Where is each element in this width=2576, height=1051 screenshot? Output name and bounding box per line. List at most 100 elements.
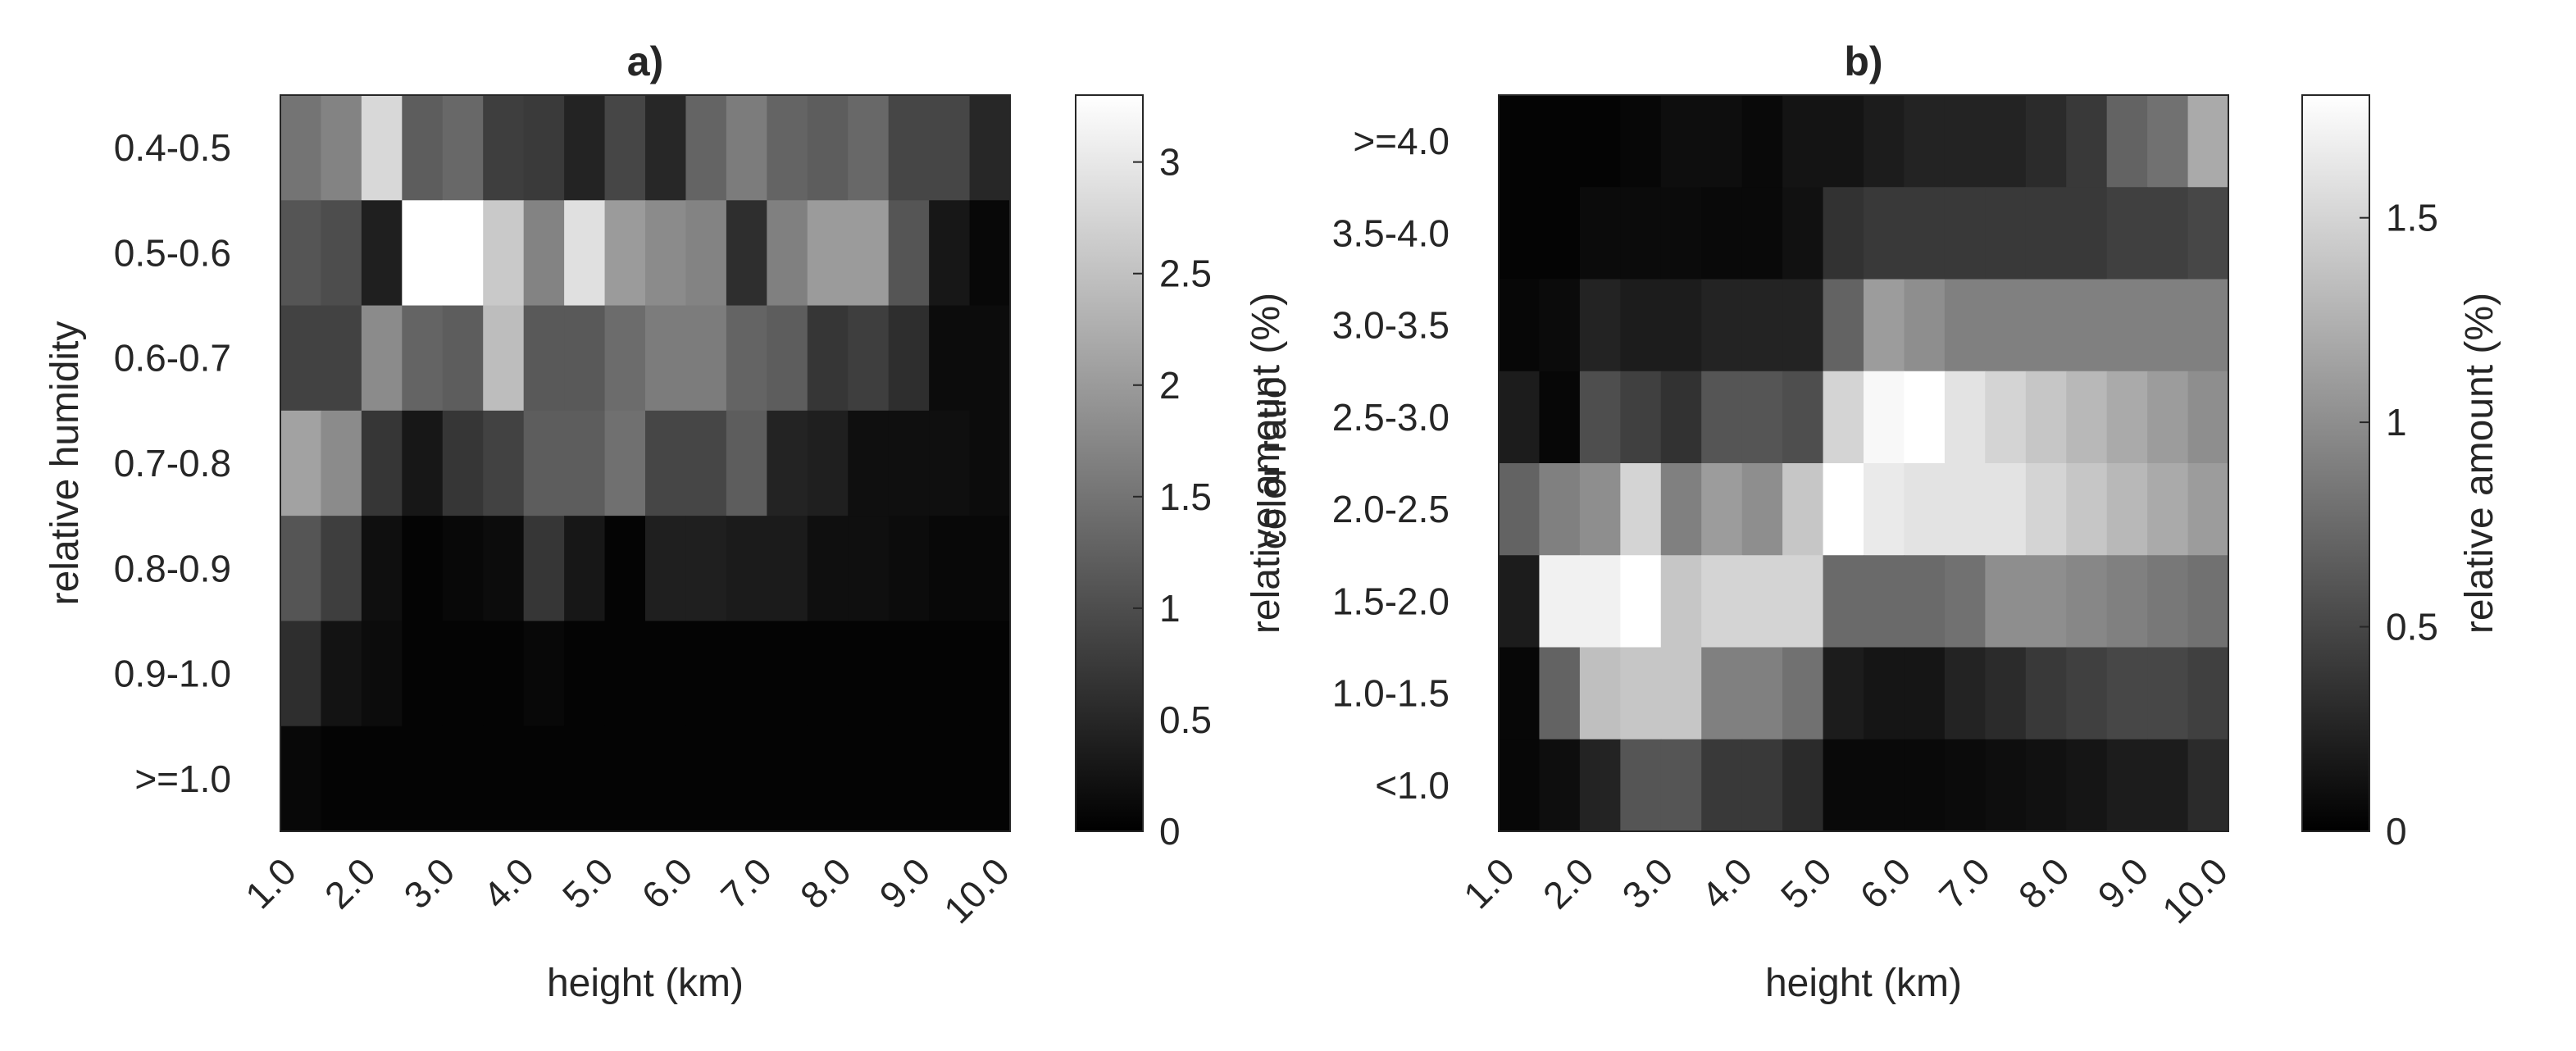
heatmap-cell <box>442 95 484 201</box>
heatmap-cell <box>2066 739 2108 832</box>
heatmap-cell <box>1782 555 1824 648</box>
heatmap-cell <box>969 516 1011 622</box>
heatmap-cell <box>564 305 606 412</box>
heatmap-cell <box>969 95 1011 201</box>
heatmap-cell <box>2187 647 2229 740</box>
heatmap-cell <box>1620 739 1662 832</box>
y-tick-label: 2.5-3.0 <box>1332 396 1450 439</box>
heatmap-cell <box>1985 95 2027 188</box>
heatmap-cell <box>1904 555 1946 648</box>
heatmap-cell <box>1741 555 1783 648</box>
heatmap-cell <box>2106 95 2148 188</box>
heatmap-cell <box>726 95 767 201</box>
x-tick-label: 7.0 <box>1931 849 1998 917</box>
heatmap-cell <box>1985 463 2027 556</box>
heatmap-cell <box>564 200 606 307</box>
heatmap-cell <box>969 410 1011 516</box>
heatmap-cell <box>1904 279 1946 372</box>
heatmap-cell <box>685 305 727 412</box>
heatmap-cell <box>523 410 565 516</box>
plot-frame <box>280 94 1011 832</box>
heatmap-cell <box>483 305 525 412</box>
heatmap-cell <box>523 95 565 201</box>
heatmap-cell <box>2106 647 2148 740</box>
heatmap-cell <box>564 95 606 201</box>
heatmap-cell <box>321 516 362 622</box>
heatmap-cell <box>807 95 849 201</box>
heatmap-cell <box>280 726 322 832</box>
heatmap-cell <box>929 95 971 201</box>
heatmap-cell <box>1701 647 1743 740</box>
heatmap-cell <box>604 305 646 412</box>
heatmap-cell <box>1904 739 1946 832</box>
heatmap-cell <box>2066 279 2108 372</box>
heatmap-cell <box>1660 187 1702 280</box>
heatmap-cell <box>1944 463 1986 556</box>
heatmap-cell <box>2025 371 2067 464</box>
colorbar-tick-label: 1 <box>2386 401 2407 444</box>
colorbar-tick-label: 0.5 <box>2386 606 2438 648</box>
heatmap-cell <box>280 95 322 201</box>
heatmap-cell <box>807 621 849 727</box>
x-tick-label: 5.0 <box>1773 849 1840 917</box>
heatmap-cell <box>2025 555 2067 648</box>
heatmap-cell <box>2187 279 2229 372</box>
heatmap-cell <box>1539 463 1581 556</box>
x-tick-label: 10.0 <box>2154 849 2236 931</box>
y-tick-label: 0.7-0.8 <box>114 442 231 485</box>
heatmap-cell <box>807 305 849 412</box>
x-tick-label: 1.0 <box>237 849 304 917</box>
heatmap-cell <box>807 200 849 307</box>
heatmap-cell <box>1985 555 2027 648</box>
heatmap-cell <box>888 621 930 727</box>
heatmap-cell <box>645 410 687 516</box>
heatmap-cell <box>361 726 403 832</box>
heatmap-cell <box>848 200 890 307</box>
heatmap-cell <box>848 621 890 727</box>
x-axis-label: height (km) <box>547 962 744 1005</box>
x-tick-label: 6.0 <box>1851 849 1918 917</box>
heatmap-cell <box>645 516 687 622</box>
heatmap-cell <box>523 726 565 832</box>
heatmap-cell <box>888 305 930 412</box>
heatmap-cell <box>1944 187 1986 280</box>
heatmap-cell <box>969 200 1011 307</box>
heatmap-cell <box>321 410 362 516</box>
x-tick-label: 8.0 <box>792 849 859 917</box>
heatmap-cell <box>1539 279 1581 372</box>
heatmap-cell <box>1620 555 1662 648</box>
heatmap-cell <box>685 410 727 516</box>
heatmap-cell <box>767 200 808 307</box>
x-tick-label: 7.0 <box>712 849 780 917</box>
heatmap-cell <box>1904 187 1946 280</box>
colorbar-tick-label: 2.5 <box>1159 253 1212 295</box>
heatmap-cell <box>1944 371 1986 464</box>
heatmap-cell <box>1782 371 1824 464</box>
y-tick-label: 2.0-2.5 <box>1332 488 1450 530</box>
y-tick-label: >=1.0 <box>134 758 231 800</box>
heatmap-cell <box>2106 555 2148 648</box>
heatmap-cell <box>1985 279 2027 372</box>
y-tick-label: 0.6-0.7 <box>114 337 231 380</box>
heatmap-cell <box>1823 279 1864 372</box>
heatmap-cell <box>1823 739 1864 832</box>
heatmap-cell <box>483 621 525 727</box>
y-tick-label: <1.0 <box>1375 764 1450 807</box>
heatmap-cell <box>2147 95 2189 188</box>
heatmap-cell <box>969 305 1011 412</box>
chart-title: b) <box>1844 39 1882 84</box>
heatmap-cell <box>1823 463 1864 556</box>
plot-frame <box>1498 94 2229 832</box>
heatmap-cell <box>645 305 687 412</box>
heatmap-cell <box>1499 371 1541 464</box>
heatmap-cell <box>1782 95 1824 188</box>
heatmap-cell <box>1499 647 1541 740</box>
y-axis-label: color ratio <box>1251 377 1295 550</box>
heatmap-cell <box>888 726 930 832</box>
heatmap-cell <box>2066 647 2108 740</box>
heatmap-cell <box>1904 371 1946 464</box>
heatmap-cell <box>1944 739 1986 832</box>
heatmap-cell <box>442 200 484 307</box>
y-tick-label: 0.9-1.0 <box>114 653 231 695</box>
heatmap-cell <box>888 516 930 622</box>
